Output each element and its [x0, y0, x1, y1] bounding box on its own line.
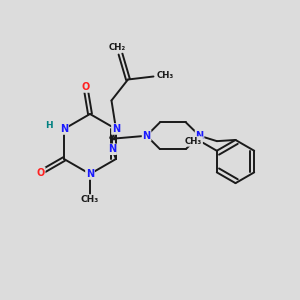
Text: N: N — [142, 131, 151, 141]
Text: O: O — [81, 82, 90, 92]
Text: H: H — [45, 122, 53, 130]
Text: O: O — [37, 167, 45, 178]
Text: CH₃: CH₃ — [185, 137, 202, 146]
Text: N: N — [112, 124, 120, 134]
Text: N: N — [60, 124, 68, 134]
Text: N: N — [86, 169, 94, 179]
Text: N: N — [108, 144, 116, 154]
Text: CH₃: CH₃ — [156, 70, 173, 80]
Text: CH₃: CH₃ — [81, 195, 99, 204]
Text: N: N — [195, 131, 204, 141]
Text: CH₂: CH₂ — [109, 43, 126, 52]
